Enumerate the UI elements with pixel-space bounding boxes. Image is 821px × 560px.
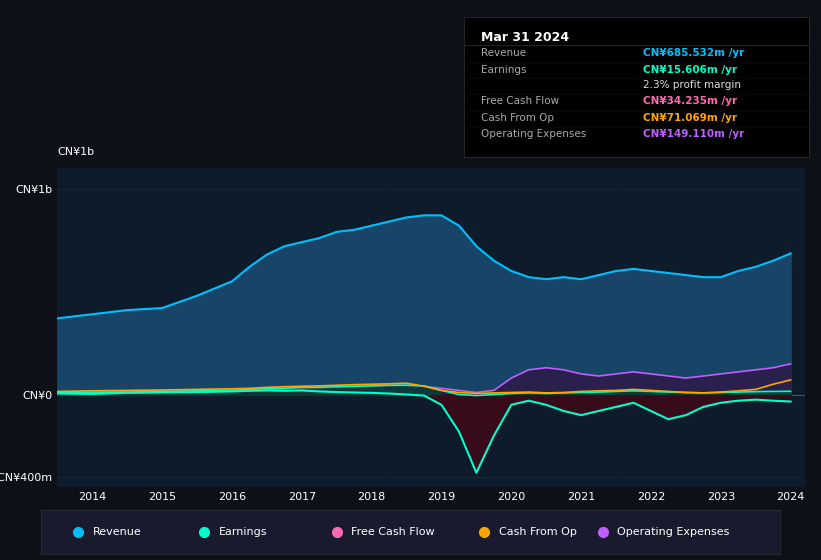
Text: Operating Expenses: Operating Expenses	[481, 129, 586, 139]
Text: 2.3% profit margin: 2.3% profit margin	[643, 81, 741, 90]
Text: Earnings: Earnings	[218, 527, 267, 537]
Text: Revenue: Revenue	[93, 527, 141, 537]
Text: Free Cash Flow: Free Cash Flow	[481, 96, 559, 106]
Text: CN¥149.110m /yr: CN¥149.110m /yr	[643, 129, 745, 139]
Text: CN¥34.235m /yr: CN¥34.235m /yr	[643, 96, 737, 106]
Text: Mar 31 2024: Mar 31 2024	[481, 31, 569, 44]
Text: CN¥685.532m /yr: CN¥685.532m /yr	[643, 48, 745, 58]
Text: Earnings: Earnings	[481, 65, 526, 75]
Text: Cash From Op: Cash From Op	[481, 113, 554, 123]
Text: Free Cash Flow: Free Cash Flow	[351, 527, 435, 537]
Text: Revenue: Revenue	[481, 48, 526, 58]
Text: CN¥15.606m /yr: CN¥15.606m /yr	[643, 65, 737, 75]
Text: CN¥1b: CN¥1b	[57, 147, 94, 157]
Text: Operating Expenses: Operating Expenses	[617, 527, 730, 537]
Text: Cash From Op: Cash From Op	[499, 527, 577, 537]
Text: CN¥71.069m /yr: CN¥71.069m /yr	[643, 113, 737, 123]
